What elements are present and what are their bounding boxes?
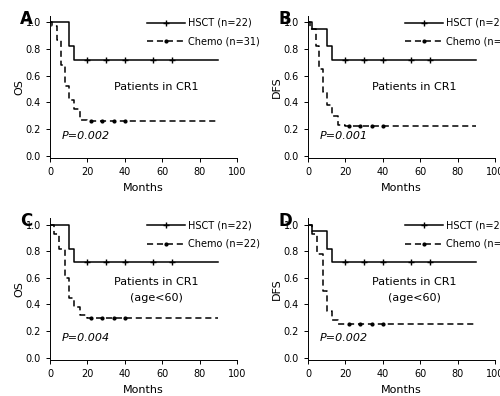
- Text: HSCT (n=22): HSCT (n=22): [188, 18, 252, 28]
- Text: Patients in CR1: Patients in CR1: [114, 277, 199, 287]
- Text: P=0.002: P=0.002: [319, 333, 368, 343]
- Text: P=0.001: P=0.001: [319, 131, 368, 141]
- Text: Patients in CR1: Patients in CR1: [114, 82, 199, 92]
- Text: Chemo (n=22): Chemo (n=22): [188, 239, 260, 249]
- Text: C: C: [20, 212, 32, 230]
- Text: Chemo (n=31): Chemo (n=31): [446, 36, 500, 46]
- Text: P=0.002: P=0.002: [61, 131, 110, 141]
- Text: (age<60): (age<60): [388, 293, 441, 303]
- X-axis label: Months: Months: [123, 385, 164, 395]
- Text: Chemo (n=31): Chemo (n=31): [188, 36, 260, 46]
- Y-axis label: DFS: DFS: [272, 76, 282, 98]
- X-axis label: Months: Months: [381, 183, 422, 193]
- Text: Chemo (n=22): Chemo (n=22): [446, 239, 500, 249]
- Text: (age<60): (age<60): [130, 293, 183, 303]
- Text: B: B: [278, 10, 290, 28]
- Text: A: A: [20, 10, 33, 28]
- Text: P=0.004: P=0.004: [61, 333, 110, 343]
- Text: Patients in CR1: Patients in CR1: [372, 277, 457, 287]
- Text: Patients in CR1: Patients in CR1: [372, 82, 457, 92]
- X-axis label: Months: Months: [381, 385, 422, 395]
- Y-axis label: OS: OS: [14, 281, 24, 297]
- Y-axis label: OS: OS: [14, 79, 24, 95]
- X-axis label: Months: Months: [123, 183, 164, 193]
- Text: HSCT (n=22): HSCT (n=22): [446, 220, 500, 230]
- Text: D: D: [278, 212, 292, 230]
- Text: HSCT (n=22): HSCT (n=22): [188, 220, 252, 230]
- Text: HSCT (n=22): HSCT (n=22): [446, 18, 500, 28]
- Y-axis label: DFS: DFS: [272, 278, 282, 300]
